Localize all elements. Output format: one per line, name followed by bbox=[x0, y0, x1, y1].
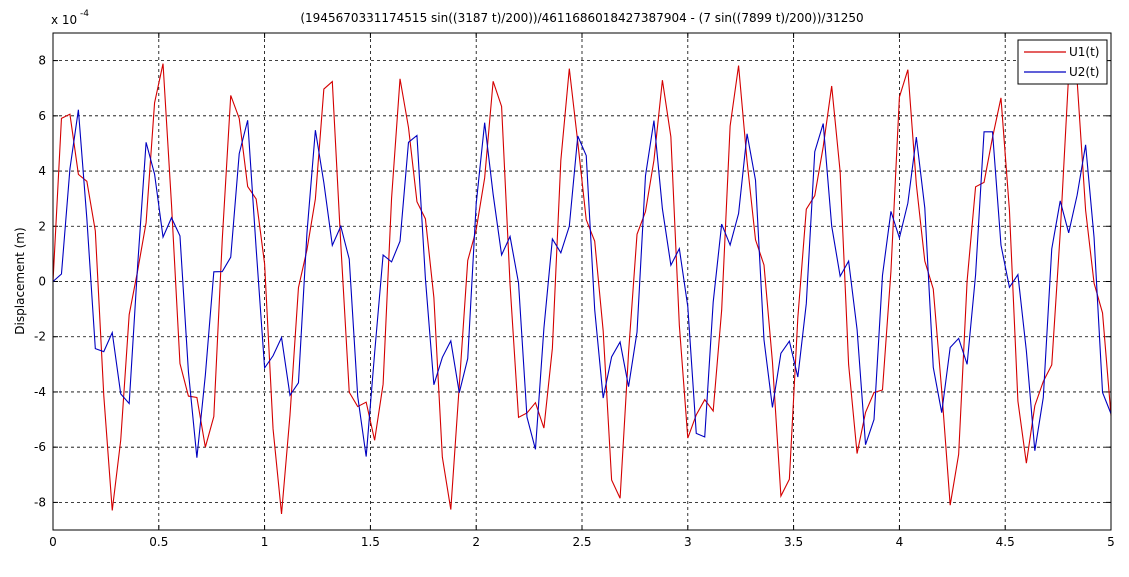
legend-label: U1(t) bbox=[1069, 45, 1100, 59]
legend-label: U2(t) bbox=[1069, 65, 1100, 79]
y-axis-label: Displacement (m) bbox=[13, 227, 27, 334]
y-tick-label: 6 bbox=[38, 109, 46, 123]
x-tick-label: 1.5 bbox=[361, 535, 380, 549]
axes-box bbox=[52, 32, 1112, 531]
x-tick-label: 2.5 bbox=[572, 535, 591, 549]
x-tick-label: 0 bbox=[49, 535, 57, 549]
y-tick-label: -6 bbox=[34, 440, 46, 454]
legend-box bbox=[1017, 39, 1108, 85]
x-tick-label: 3.5 bbox=[784, 535, 803, 549]
y-tick-label: -8 bbox=[34, 495, 46, 509]
x-tick-label: 4 bbox=[896, 535, 904, 549]
x-tick-label: 0.5 bbox=[149, 535, 168, 549]
y-tick-label: 4 bbox=[38, 164, 46, 178]
series-line bbox=[52, 109, 1112, 458]
y-multiplier: x 10 bbox=[51, 13, 77, 27]
x-tick-label: 5 bbox=[1107, 535, 1115, 549]
x-tick-label: 1 bbox=[261, 535, 269, 549]
lines-layer bbox=[52, 63, 1112, 515]
legend: U1(t) U2(t) bbox=[1017, 39, 1108, 85]
series-line bbox=[52, 63, 1112, 515]
x-tick-label: 3 bbox=[684, 535, 692, 549]
x-tick-label: 4.5 bbox=[996, 535, 1015, 549]
y-tick-label: -2 bbox=[34, 330, 46, 344]
y-tick-label: 8 bbox=[38, 54, 46, 68]
x-tick-label: 2 bbox=[472, 535, 480, 549]
y-tick-label: 2 bbox=[38, 219, 46, 233]
y-tick-label: -4 bbox=[34, 385, 46, 399]
y-multiplier-power: -4 bbox=[80, 9, 89, 19]
chart-title: (1945670331174515 sin((3187 t)/200))/461… bbox=[300, 11, 863, 25]
y-tick-label: 0 bbox=[38, 275, 46, 289]
